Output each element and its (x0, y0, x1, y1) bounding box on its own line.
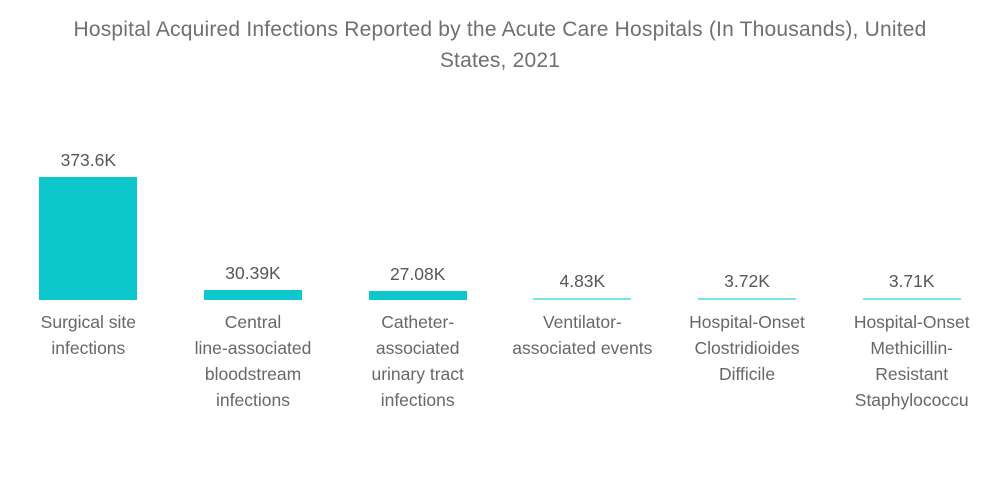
bar (533, 298, 632, 300)
bar (698, 298, 797, 300)
bar-category-label: Catheter- associated urinary tract infec… (371, 312, 464, 410)
bar-column: 4.83K Ventilator- associated events (500, 130, 665, 361)
chart-title: Hospital Acquired Infections Reported by… (73, 18, 927, 72)
bar (368, 291, 467, 300)
bar-category-label: Ventilator- associated events (512, 312, 653, 358)
bar-category-label: Hospital-Onset Methicillin- Resistant St… (853, 312, 970, 410)
bar-category-label: Surgical site infections (40, 312, 136, 358)
bar-category-label: Central line-associated bloodstream infe… (194, 312, 312, 410)
bar-value-label: 3.71K (888, 271, 935, 292)
bar-plot-area: 30.39K (171, 130, 336, 300)
bar (862, 298, 961, 300)
bar-column: 30.39K Central line-associated bloodstrea… (171, 130, 336, 413)
bar-value-label: 4.83K (559, 271, 606, 292)
bar-column: 27.08K Catheter- associated urinary tract… (335, 130, 500, 413)
bar-column: 3.71K Hospital-Onset Methicillin- Resista… (829, 130, 994, 413)
bar-value-label: 373.6K (60, 150, 117, 170)
bar-column: 3.72K Hospital-Onset Clostridioides Diffi… (665, 130, 830, 387)
bar (39, 177, 138, 300)
bar-column: 373.6K Surgical site infections (6, 130, 171, 361)
bar-plot-area: 27.08K (335, 130, 500, 300)
bar-plot-area: 3.71K (829, 130, 994, 300)
bar-category-label: Hospital-Onset Clostridioides Difficile (689, 312, 805, 384)
bar-value-label: 30.39K (225, 263, 281, 283)
bar-chart: 373.6K Surgical site infections 30.39K Cent… (0, 130, 1000, 413)
bar-value-label: 27.08K (389, 264, 446, 285)
bar-value-label: 3.72K (724, 271, 770, 292)
bar-plot-area: 3.72K (665, 130, 830, 300)
bar-plot-area: 4.83K (500, 130, 665, 300)
bar-plot-area: 373.6K (6, 130, 171, 300)
bar (204, 290, 302, 300)
